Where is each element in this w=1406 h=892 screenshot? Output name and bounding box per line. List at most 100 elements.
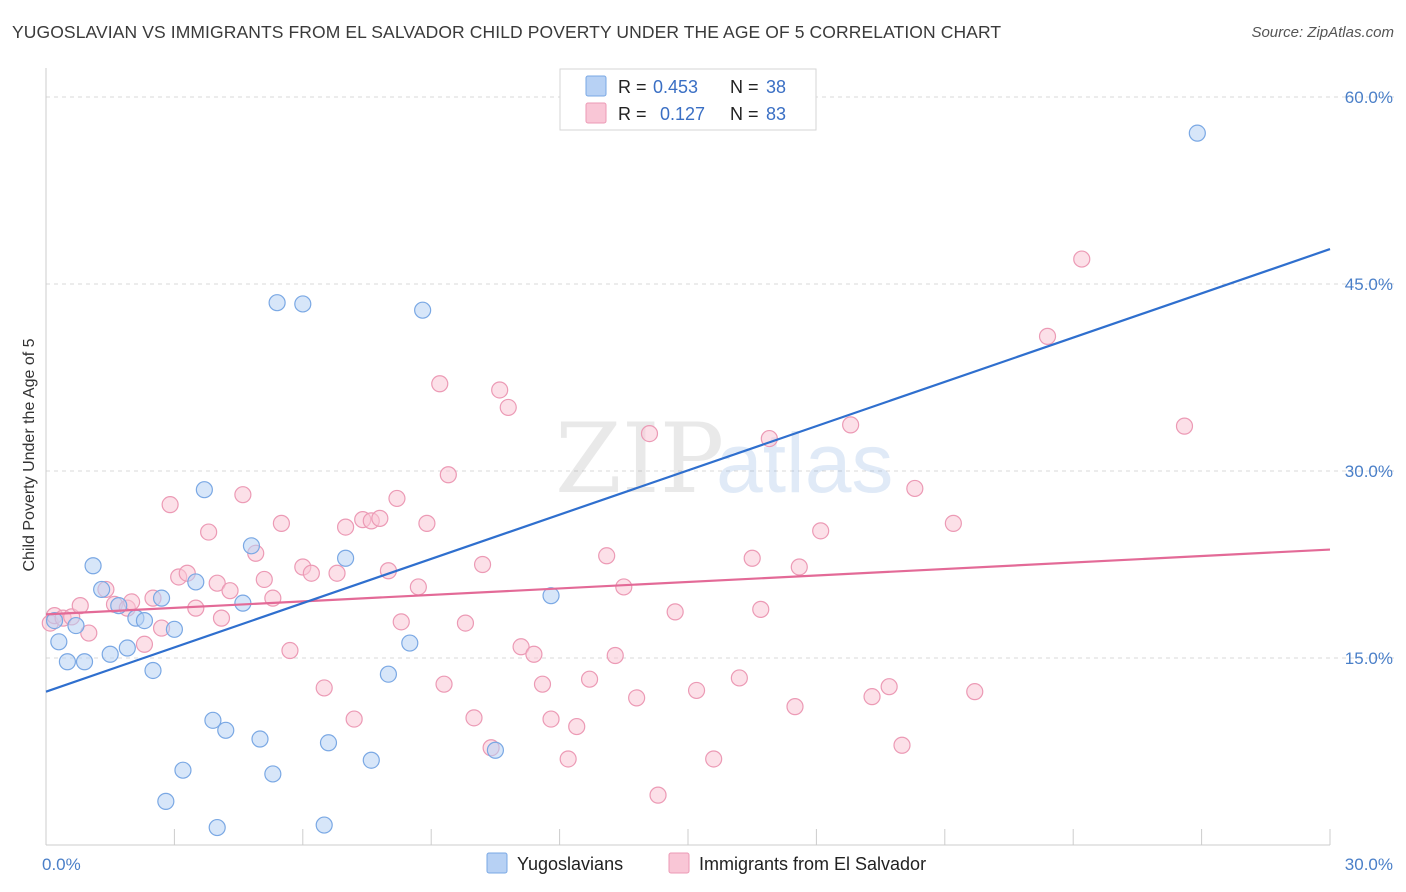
- el-salvador-point-61: [640, 425, 659, 443]
- el-salvador-point-13: [161, 496, 179, 514]
- el-salvador-point-74: [863, 688, 881, 706]
- el-salvador-point-50: [512, 638, 530, 656]
- el-salvador-point-81: [1073, 250, 1091, 268]
- yugoslavian-point-6: [93, 580, 111, 599]
- el-salvador-point-49: [499, 398, 517, 417]
- el-salvador-point-68: [752, 600, 770, 618]
- yugoslavian-point-24: [268, 294, 286, 312]
- el-salvador-point-37: [388, 489, 406, 508]
- yugoslavian-point-0: [45, 611, 64, 630]
- y-tick-labels: 15.0% 30.0% 45.0% 60.0%: [1345, 88, 1393, 668]
- el-salvador-point-55: [568, 717, 586, 736]
- legend-r-label-2: R =: [618, 104, 647, 124]
- el-salvador-point-82: [1175, 417, 1194, 435]
- yugoslavian-point-33: [486, 741, 504, 759]
- el-salvador-point-41: [431, 375, 449, 393]
- bottom-legend-swatch-blue: [486, 852, 508, 874]
- el-salvador-point-67: [743, 549, 761, 567]
- yugoslavian-point-1: [50, 633, 68, 651]
- yugoslavian-point-30: [379, 665, 397, 683]
- yugoslavian-point-27: [319, 734, 338, 752]
- legend-box: R = 0.453 N = 38 R = 0.127 N = 83: [559, 68, 817, 131]
- el-salvador-point-30: [328, 564, 346, 582]
- yugoslavian-point-11: [135, 611, 154, 630]
- el-salvador-point-20: [221, 582, 239, 600]
- yugoslavian-point-34: [542, 587, 560, 605]
- el-salvador-point-40: [418, 514, 436, 532]
- el-salvador-point-32: [345, 710, 363, 728]
- bottom-legend-el-salvador: Immigrants from El Salvador: [699, 854, 926, 874]
- y-axis-label: Child Poverty Under the Age of 5: [21, 338, 38, 571]
- series-yugoslavians: [45, 124, 1206, 837]
- el-salvador-point-26: [281, 641, 299, 660]
- yugoslavian-point-12: [144, 661, 162, 680]
- yugoslavian-point-3: [67, 616, 85, 635]
- yugoslavian-point-19: [217, 721, 235, 739]
- yugoslavian-point-9: [118, 639, 136, 657]
- el-salvador-point-43: [439, 466, 457, 484]
- el-salvador-point-76: [893, 736, 911, 754]
- yugoslavian-point-18: [204, 711, 222, 729]
- gridlines: [46, 96, 1395, 659]
- legend-n-value-2: 83: [766, 104, 786, 124]
- chart-title: YUGOSLAVIAN VS IMMIGRANTS FROM EL SALVAD…: [12, 22, 1002, 42]
- el-salvador-point-54: [559, 750, 577, 768]
- el-salvador-point-57: [598, 547, 616, 565]
- yugoslavian-point-29: [362, 751, 380, 769]
- el-salvador-point-10: [135, 635, 154, 653]
- el-salvador-point-42: [435, 675, 453, 693]
- yugoslavian-point-35: [157, 792, 175, 810]
- legend-n-label-2: N =: [730, 104, 759, 124]
- trend-line-yugoslavians: [45, 248, 1331, 693]
- el-salvador-point-5: [80, 624, 98, 642]
- yugoslavian-point-37: [1188, 124, 1206, 142]
- el-salvador-point-58: [606, 646, 624, 665]
- el-salvador-point-78: [944, 514, 962, 532]
- el-salvador-point-66: [730, 669, 748, 687]
- yugoslavian-point-36: [208, 818, 226, 837]
- el-salvador-point-18: [208, 574, 226, 592]
- legend-r-value-1: 0.453: [653, 77, 698, 97]
- el-salvador-point-39: [409, 578, 427, 596]
- el-salvador-point-31: [337, 518, 355, 536]
- el-salvador-point-25: [272, 514, 290, 532]
- el-salvador-point-38: [392, 613, 410, 631]
- el-salvador-point-77: [906, 479, 924, 498]
- yugoslavian-point-26: [315, 816, 333, 834]
- el-salvador-point-52: [533, 675, 552, 693]
- el-salvador-point-80: [1038, 327, 1057, 345]
- el-salvador-point-79: [966, 683, 984, 701]
- yugoslavian-point-14: [165, 620, 183, 638]
- el-salvador-point-60: [628, 689, 646, 707]
- watermark-atlas: atlas: [716, 416, 893, 510]
- legend-n-value-1: 38: [766, 77, 786, 97]
- yugoslavian-point-31: [401, 634, 419, 652]
- legend-r-label-1: R =: [618, 77, 647, 97]
- el-salvador-point-19: [212, 609, 231, 627]
- y-tick-label-15: 15.0%: [1345, 649, 1393, 668]
- el-salvador-point-23: [255, 570, 273, 589]
- legend-r-value-2: 0.127: [660, 104, 705, 124]
- trend-line-el-salvador: [45, 548, 1331, 616]
- y-tick-label-30: 30.0%: [1345, 462, 1393, 481]
- source-label: Source: ZipAtlas.com: [1251, 24, 1394, 41]
- yugoslavian-point-21: [242, 537, 261, 555]
- el-salvador-point-62: [649, 786, 667, 804]
- series-immigrants-el-salvador: [41, 250, 1194, 804]
- yugoslavian-point-16: [187, 573, 205, 591]
- yugoslavian-point-5: [84, 557, 102, 575]
- yugoslavian-point-25: [294, 295, 312, 313]
- y-tick-label-45: 45.0%: [1345, 275, 1393, 294]
- el-salvador-point-35: [371, 509, 389, 527]
- legend-n-label-1: N =: [730, 77, 759, 97]
- watermark: ZIP atlas: [555, 403, 893, 515]
- el-salvador-point-4: [71, 597, 89, 615]
- el-salvador-point-17: [200, 523, 218, 541]
- yugoslavian-point-7: [101, 645, 119, 663]
- bottom-legend: Yugoslavians Immigrants from El Salvador: [486, 852, 926, 874]
- legend-swatch-blue: [585, 75, 607, 97]
- el-salvador-point-59: [615, 578, 633, 596]
- el-salvador-point-46: [473, 555, 492, 574]
- yugoslavian-point-28: [337, 549, 355, 567]
